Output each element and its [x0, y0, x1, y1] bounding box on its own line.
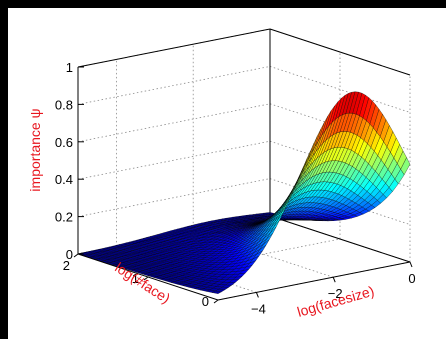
box-edge-back-top — [77, 28, 271, 68]
z-tick-label: 1 — [66, 60, 73, 75]
surface — [77, 91, 411, 294]
y-tick-mark — [409, 261, 413, 268]
box-edge-right-top — [269, 28, 411, 76]
z-axis-label: importance ψ — [27, 108, 43, 191]
surface-patch — [400, 157, 411, 176]
grid-line-z-right-wall — [269, 66, 411, 113]
top-black-border — [0, 0, 446, 8]
grid-line-z-right-wall — [269, 103, 411, 151]
grid-line-z-right-wall — [269, 178, 411, 225]
grid-line-y-floor — [193, 230, 334, 278]
y-tick-mark — [332, 277, 336, 283]
z-tick-label: 0.8 — [55, 97, 73, 112]
x-tick-label: 2 — [63, 258, 70, 273]
y-tick-label: 0 — [408, 271, 415, 286]
y-tick-label: −2 — [328, 286, 343, 301]
y-tick-mark — [255, 292, 259, 298]
tick-labels: 0 0.2 0.4 0.6 0.8 1 0 1 2 −4 −2 0 — [55, 60, 416, 316]
z-tick-label: 0.6 — [55, 135, 73, 150]
x-tick-label: 1 — [132, 271, 139, 286]
x-tick-mark — [143, 276, 149, 281]
y-tick-label: −4 — [251, 301, 266, 316]
grid-line-z-back-wall — [77, 140, 271, 180]
z-tick-label: 0.2 — [55, 210, 73, 225]
x-tick-label: 0 — [202, 294, 209, 309]
grid-line-z-back-wall — [77, 178, 271, 217]
x-tick-mark — [213, 299, 219, 304]
grid-line-z-right-wall — [269, 140, 411, 188]
z-tick-label: 0.4 — [55, 172, 73, 187]
grid-line-z-back-wall — [77, 103, 271, 143]
box-edge-front-bottom — [217, 261, 411, 301]
left-black-border — [0, 0, 8, 339]
z-tick-label: 0 — [66, 247, 73, 262]
box-edge-right-bottom — [269, 215, 411, 263]
grid-line-y-floor — [116, 246, 257, 293]
grid-line-z-back-wall — [77, 66, 271, 105]
x-tick-mark — [73, 253, 79, 258]
